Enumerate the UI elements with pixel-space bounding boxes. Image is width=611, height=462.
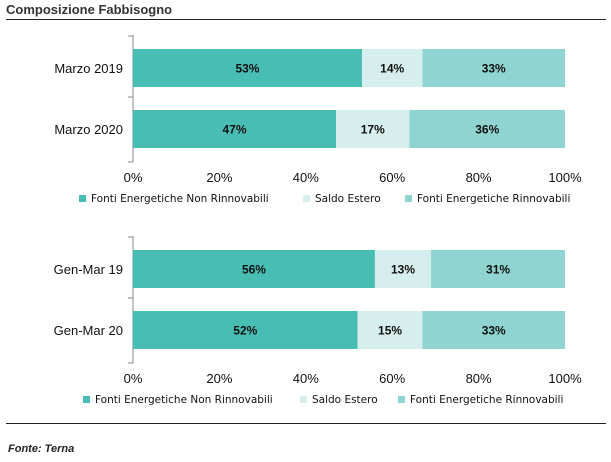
x-tick-label: 60% <box>379 170 405 185</box>
x-tick-label: 60% <box>379 371 405 386</box>
chart-marzo: Marzo 2019 53% 14% 33% Marzo 2020 47% 17% 36% 0%… <box>54 35 582 205</box>
source-note: Fonte: Terna <box>8 443 75 455</box>
data-label: 47% <box>223 123 247 137</box>
bar-segment <box>361 49 423 87</box>
bottom-divider <box>6 423 606 424</box>
bar-segment <box>409 110 565 148</box>
data-label: 17% <box>361 123 385 137</box>
bar-segment <box>357 311 423 349</box>
bar-segment <box>374 250 432 288</box>
data-label: 15% <box>378 324 402 338</box>
x-tick-label: 40% <box>293 170 319 185</box>
page-title: Composizione Fabbisogno <box>6 2 173 17</box>
x-tick-label: 80% <box>466 371 492 386</box>
data-label: 52% <box>233 324 257 338</box>
bar-segment <box>422 311 565 349</box>
legend-label: Fonti Energetiche Rinnovabili <box>410 394 563 406</box>
data-label: 33% <box>482 324 506 338</box>
legend-swatch <box>79 195 86 202</box>
data-label: 53% <box>235 62 259 76</box>
legend-label: Fonti Energetiche Non Rinnovabili <box>91 193 269 205</box>
bar-segment <box>133 311 358 349</box>
data-label: 13% <box>391 263 415 277</box>
bar-segment <box>422 49 565 87</box>
x-tick-label: 20% <box>206 371 232 386</box>
category-label: Marzo 2020 <box>54 122 123 137</box>
data-label: 56% <box>242 263 266 277</box>
legend-swatch <box>300 396 307 403</box>
legend-swatch <box>303 195 310 202</box>
x-tick-label: 100% <box>548 371 582 386</box>
x-tick-label: 40% <box>293 371 319 386</box>
legend-swatch <box>398 396 405 403</box>
x-tick-label: 100% <box>548 170 582 185</box>
category-label: Gen-Mar 20 <box>54 323 123 338</box>
legend-label: Saldo Estero <box>312 394 378 406</box>
top-divider <box>6 19 606 20</box>
x-tick-label: 80% <box>466 170 492 185</box>
category-label: Marzo 2019 <box>54 61 123 76</box>
bar-segment <box>133 110 337 148</box>
x-tick-label: 20% <box>206 170 232 185</box>
x-tick-label: 0% <box>124 170 143 185</box>
x-tick-label: 0% <box>124 371 143 386</box>
legend-label: Fonti Energetiche Non Rinnovabili <box>95 394 273 406</box>
legend-swatch <box>405 195 412 202</box>
data-label: 36% <box>475 123 499 137</box>
bar-segment <box>336 110 410 148</box>
legend-swatch <box>83 396 90 403</box>
data-label: 14% <box>380 62 404 76</box>
legend-label: Fonti Energetiche Rinnovabili <box>417 193 570 205</box>
category-label: Gen-Mar 19 <box>54 262 123 277</box>
bar-segment <box>133 49 362 87</box>
bar-segment <box>431 250 565 288</box>
data-label: 31% <box>486 263 510 277</box>
chart-gen-mar: Gen-Mar 19 56% 13% 31% Gen-Mar 20 52% 15% 33% 0%… <box>54 236 582 406</box>
data-label: 33% <box>482 62 506 76</box>
bar-segment <box>133 250 375 288</box>
legend-label: Saldo Estero <box>315 193 381 205</box>
